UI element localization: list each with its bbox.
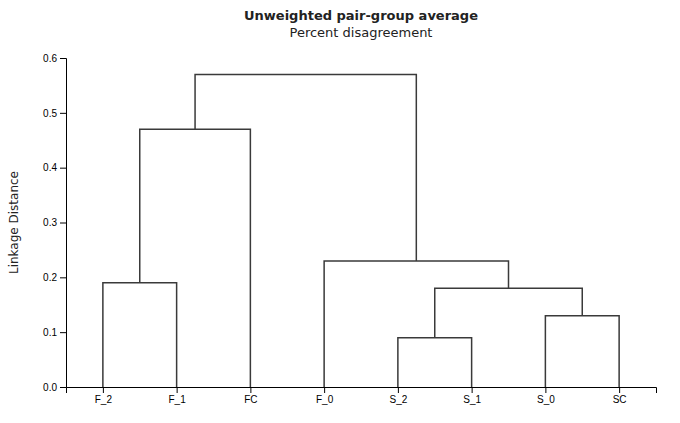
y-tick: 0.3 xyxy=(43,217,66,228)
y-tick: 0.5 xyxy=(43,108,66,119)
dendrogram xyxy=(103,74,619,387)
x-tick: SC xyxy=(613,387,627,405)
link xyxy=(398,338,472,387)
x-tick: S_0 xyxy=(537,387,555,405)
y-tick-mark xyxy=(60,113,66,114)
y-tick-label: 0.1 xyxy=(43,327,57,338)
x-axis-line xyxy=(67,388,657,394)
y-tick-label: 0.6 xyxy=(43,53,57,64)
y-tick: 0.1 xyxy=(43,327,66,338)
y-tick-label: 0.3 xyxy=(43,217,57,228)
x-tick-mark xyxy=(324,387,325,393)
x-tick-label: SC xyxy=(613,394,627,405)
y-tick-label: 0.5 xyxy=(43,108,57,119)
link xyxy=(140,129,251,387)
x-tick: S_1 xyxy=(463,387,481,405)
x-tick: F_0 xyxy=(316,387,334,405)
title-line: Percent disagreement xyxy=(290,25,433,40)
link xyxy=(435,288,583,337)
x-tick-label: S_2 xyxy=(389,394,407,405)
y-tick-mark xyxy=(60,223,66,224)
x-tick-label: F_1 xyxy=(169,394,187,405)
y-tick-mark xyxy=(60,332,66,333)
y-axis-line xyxy=(60,59,67,388)
x-tick-mark xyxy=(250,387,251,393)
y-tick: 0.2 xyxy=(43,272,66,283)
y-tick-label: 0.4 xyxy=(43,162,57,173)
x-tick-mark xyxy=(619,387,620,393)
x-tick: F_2 xyxy=(95,387,113,405)
x-tick: F_1 xyxy=(169,387,187,405)
x-tick-label: F_2 xyxy=(95,394,113,405)
y-tick-mark xyxy=(60,168,66,169)
y-tick-mark xyxy=(60,58,66,59)
plot: 0.0 0.1 0.2 0.3 0.4 0.5 0.6 F_2 F_1 FC F_0 S_2 S_1 S_… xyxy=(43,53,656,405)
y-tick-mark xyxy=(60,277,66,278)
x-tick-mark xyxy=(472,387,473,393)
x-tick: FC xyxy=(244,387,257,405)
title: Unweighted pair-group average Percent dis… xyxy=(244,8,478,40)
link xyxy=(103,283,177,387)
link xyxy=(545,316,619,387)
x-tick-label: S_1 xyxy=(463,394,481,405)
x-tick-label: F_0 xyxy=(316,394,334,405)
y-tick-mark xyxy=(60,387,66,388)
x-tick-label: S_0 xyxy=(537,394,555,405)
y-axis-title: Linkage Distance xyxy=(7,171,21,274)
link xyxy=(195,74,416,260)
y-axis: 0.0 0.1 0.2 0.3 0.4 0.5 0.6 xyxy=(43,53,66,393)
title-line: Unweighted pair-group average xyxy=(244,8,478,23)
x-tick: S_2 xyxy=(389,387,407,405)
x-axis: F_2 F_1 FC F_0 S_2 S_1 S_0 SC xyxy=(67,387,657,405)
y-tick-label: 0.0 xyxy=(43,382,57,393)
x-tick-mark xyxy=(545,387,546,393)
link xyxy=(324,261,508,387)
y-tick: 0.4 xyxy=(43,162,66,173)
y-tick: 0.0 xyxy=(43,382,66,393)
x-tick-mark xyxy=(103,387,104,393)
x-tick-mark xyxy=(177,387,178,393)
chart: 0.0 0.1 0.2 0.3 0.4 0.5 0.6 F_2 F_1 FC F_0 S_2 S_1 S_… xyxy=(0,0,680,423)
x-tick-label: FC xyxy=(244,394,257,405)
y-tick-label: 0.2 xyxy=(43,272,57,283)
y-tick: 0.6 xyxy=(43,53,66,64)
x-tick-mark xyxy=(398,387,399,393)
